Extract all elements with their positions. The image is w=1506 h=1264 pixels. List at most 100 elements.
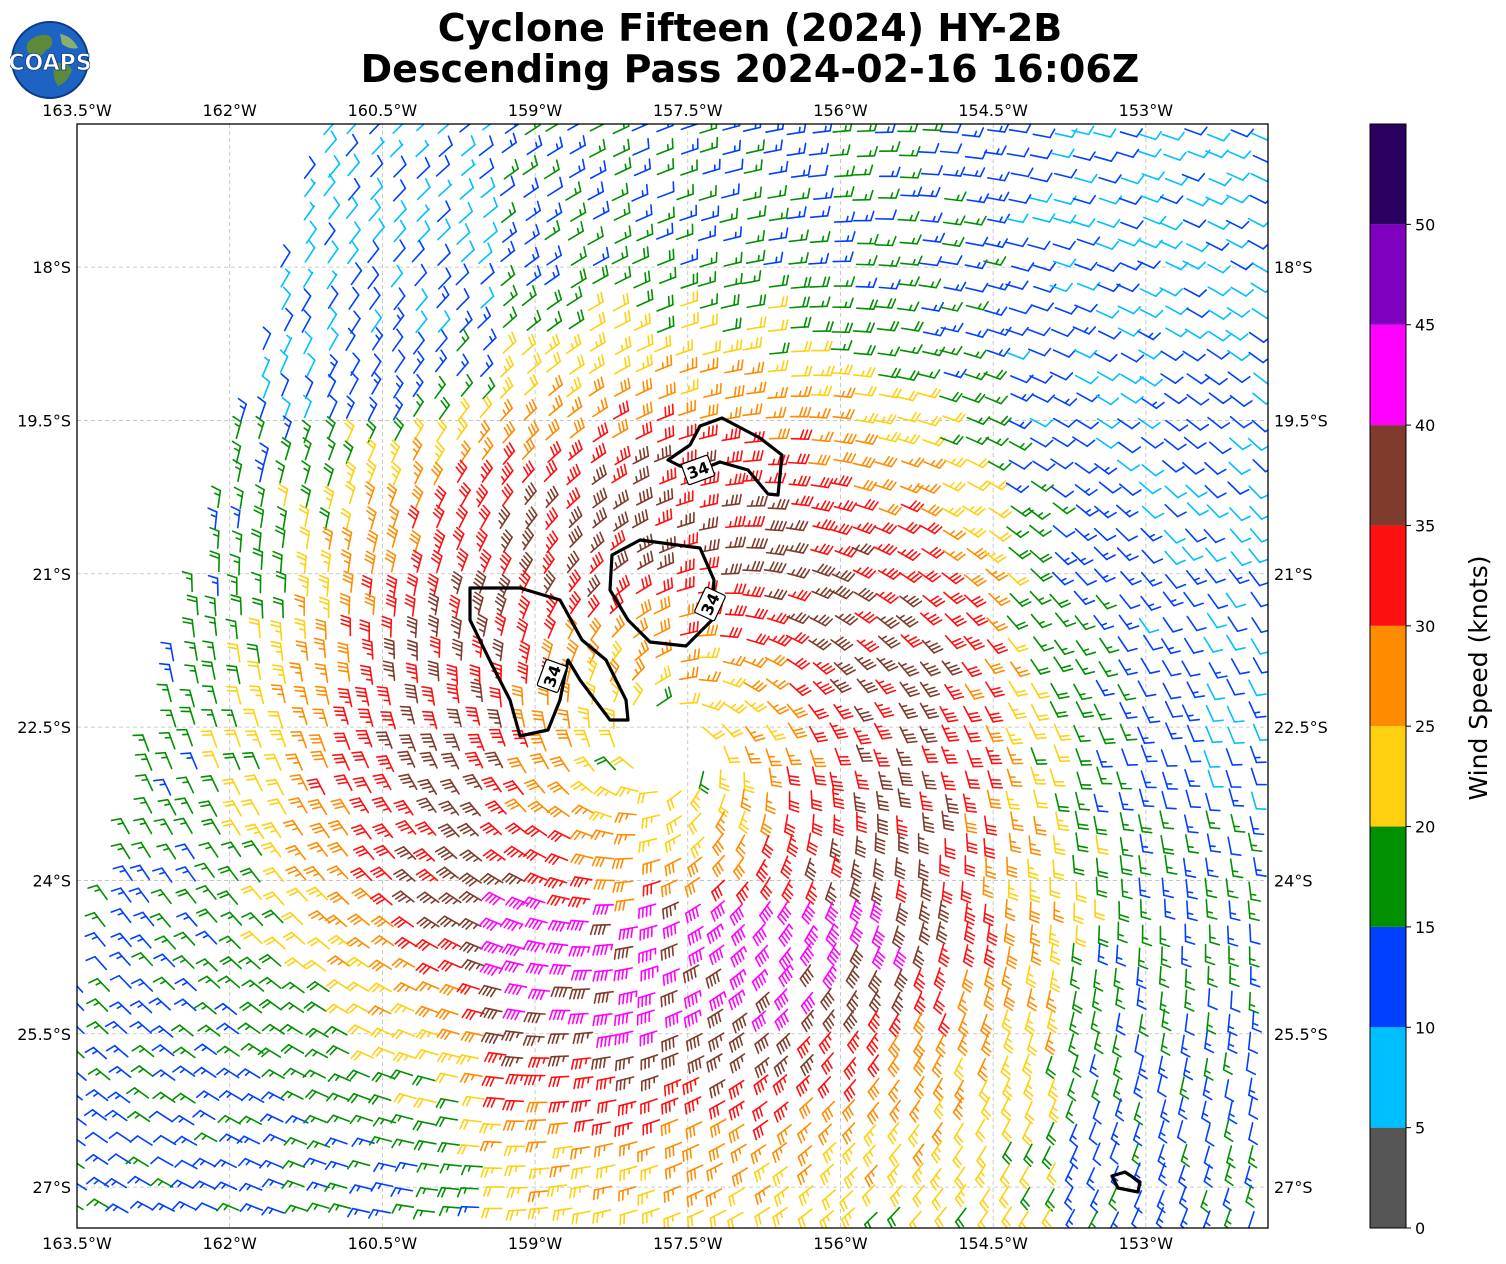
wind-barb xyxy=(1226,1145,1236,1169)
wind-barb xyxy=(591,1056,611,1070)
wind-barb xyxy=(1007,637,1029,653)
wind-barb xyxy=(394,349,406,373)
wind-barb xyxy=(176,912,198,927)
wind-barb xyxy=(406,616,418,639)
wind-barb xyxy=(160,641,175,662)
wind-barb xyxy=(393,219,407,243)
wind-barb xyxy=(988,326,1012,336)
wind-barb xyxy=(150,1156,174,1167)
wind-barb xyxy=(1075,571,1097,586)
wind-barb xyxy=(238,956,261,970)
wind-barb xyxy=(429,636,441,658)
wind-barb xyxy=(728,1032,745,1053)
wind-barb xyxy=(77,1138,86,1147)
wind-barb xyxy=(1006,615,1029,630)
wind-barb xyxy=(84,932,106,947)
wind-barb xyxy=(1119,836,1134,857)
wind-barb xyxy=(888,1013,901,1038)
wind-barb xyxy=(367,240,380,264)
wind-barb xyxy=(1224,1162,1234,1187)
wind-barb xyxy=(148,997,171,1011)
wind-barb xyxy=(1008,124,1032,134)
wind-barb xyxy=(593,990,614,1005)
wind-barb xyxy=(1115,148,1140,159)
wind-barb xyxy=(460,1031,484,1043)
wind-barb xyxy=(434,349,448,373)
wind-barb xyxy=(518,640,531,664)
wind-barb xyxy=(527,1057,550,1068)
wind-barb xyxy=(267,798,287,815)
wind-barb xyxy=(389,1069,414,1080)
wind-barb xyxy=(456,328,470,352)
wind-barb xyxy=(130,978,154,992)
wind-barb xyxy=(213,1159,238,1169)
wind-barb xyxy=(577,706,590,728)
wind-barb xyxy=(393,200,407,223)
wind-barb xyxy=(282,415,292,439)
wind-barb xyxy=(1248,485,1268,500)
wind-barb xyxy=(984,238,1009,248)
wind-barb xyxy=(480,1032,504,1045)
wind-barb xyxy=(767,184,788,199)
wind-barb xyxy=(436,285,450,309)
wind-barb xyxy=(281,911,304,926)
wind-barb xyxy=(919,256,943,267)
wind-barb xyxy=(705,1188,723,1207)
wind-barb xyxy=(1098,481,1122,494)
wind-barb xyxy=(1158,965,1170,989)
wind-barb xyxy=(413,460,424,485)
wind-barb xyxy=(698,516,719,531)
wind-barb xyxy=(1052,502,1076,515)
wind-barb xyxy=(678,399,696,417)
wind-barb xyxy=(85,955,108,971)
wind-barb xyxy=(1006,147,1030,158)
wind-barb xyxy=(257,1047,282,1058)
wind-barb xyxy=(104,1020,128,1034)
wind-barb xyxy=(350,1050,375,1061)
wind-barb xyxy=(296,551,308,574)
wind-barb xyxy=(592,507,608,529)
wind-barb xyxy=(723,338,743,354)
wind-barb xyxy=(820,987,835,1011)
wind-barb xyxy=(1185,789,1202,809)
wind-barb xyxy=(482,1186,505,1197)
wind-barb xyxy=(1010,811,1024,832)
wind-barb xyxy=(524,1119,547,1131)
wind-barb xyxy=(451,638,463,661)
wind-barb xyxy=(1120,571,1142,586)
wind-barb xyxy=(1132,1122,1143,1147)
wind-barb xyxy=(173,931,196,946)
wind-barb xyxy=(1053,195,1077,205)
wind-barb xyxy=(158,662,174,683)
wind-barb xyxy=(1029,924,1041,947)
wind-barb xyxy=(307,841,329,857)
wind-barb xyxy=(1052,834,1066,856)
wind-barb xyxy=(702,339,722,356)
wind-barb xyxy=(853,587,877,602)
wind-barb xyxy=(791,365,813,377)
wind-barb xyxy=(1051,328,1075,337)
wind-barb xyxy=(1011,262,1035,272)
wind-barb xyxy=(545,485,559,508)
wind-barb xyxy=(1010,393,1034,402)
wind-barb xyxy=(1072,326,1097,335)
wind-barb xyxy=(1075,419,1099,430)
wind-barb xyxy=(390,1114,414,1124)
wind-barb xyxy=(764,520,787,532)
wind-barb xyxy=(935,1034,946,1058)
wind-barb xyxy=(655,508,673,527)
wind-barb xyxy=(897,276,920,287)
wind-barb xyxy=(728,989,746,1011)
wind-barb xyxy=(366,419,377,444)
wind-barb xyxy=(1005,326,1029,336)
wind-barb xyxy=(298,574,309,597)
wind-barb xyxy=(931,1140,943,1164)
wind-barb xyxy=(411,239,425,263)
wind-barb xyxy=(939,854,950,877)
wind-barb xyxy=(241,979,265,992)
wind-barb xyxy=(393,982,418,993)
wind-barb xyxy=(456,223,471,245)
wind-barb xyxy=(505,1209,527,1221)
wind-barb xyxy=(527,1206,549,1220)
wind-barb xyxy=(611,463,628,484)
